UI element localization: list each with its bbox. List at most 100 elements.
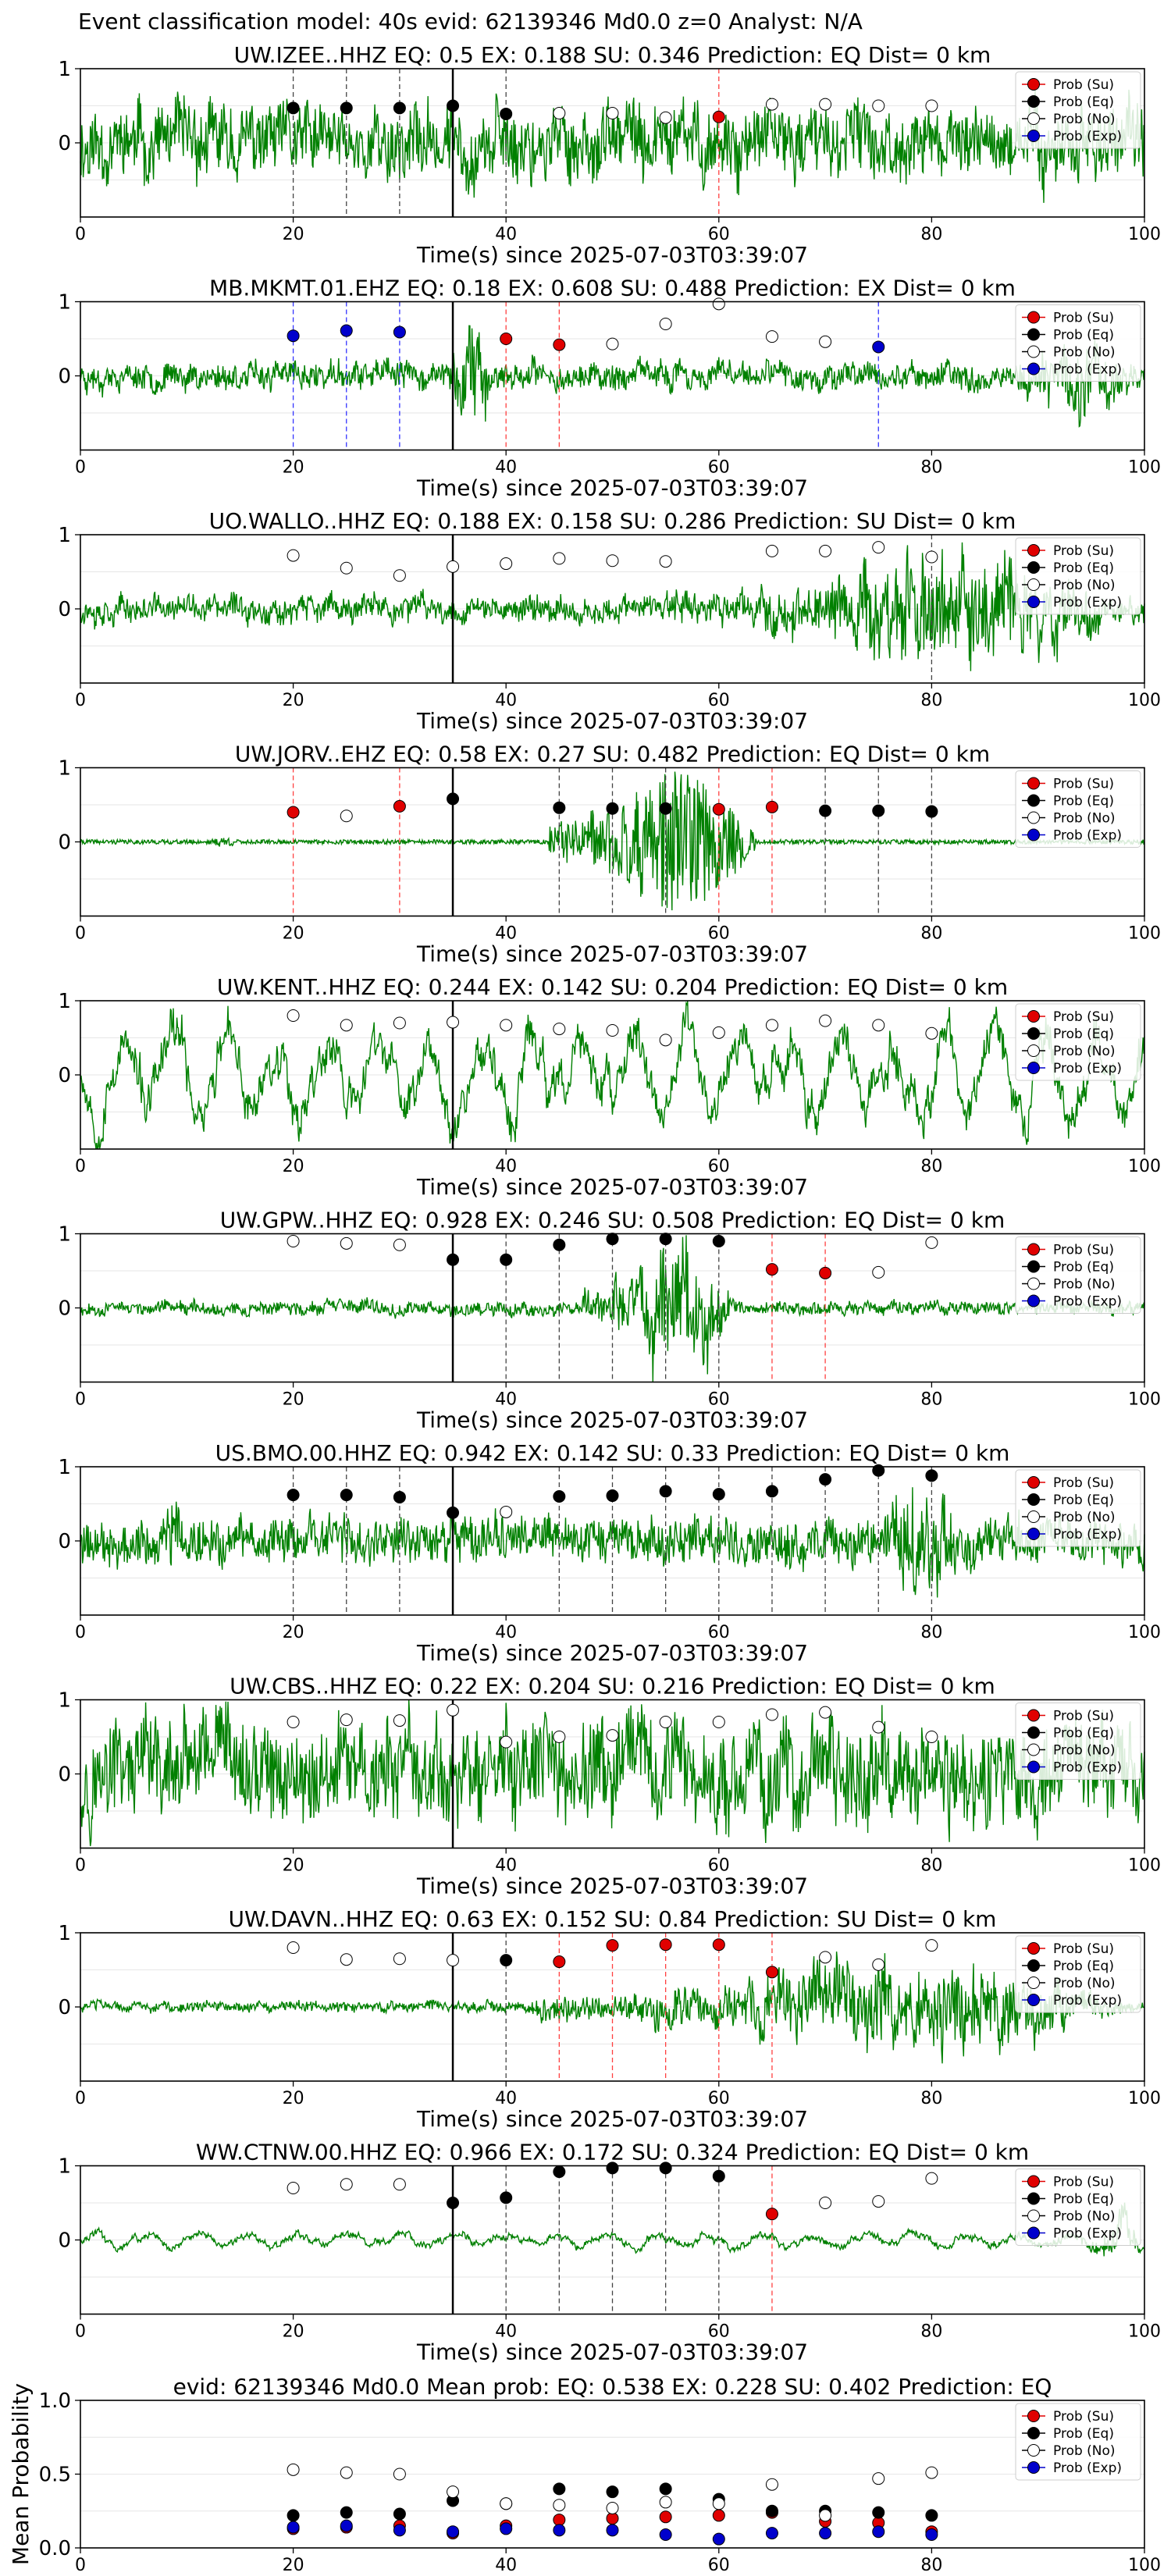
prob-marker-su: [819, 1266, 832, 1279]
legend-marker-no: [1027, 2209, 1040, 2222]
legend-marker-su: [1027, 1010, 1040, 1023]
x-tick-label: 60: [708, 225, 730, 244]
prob-marker-eq: [500, 2191, 513, 2204]
legend-label-su: Prob (Su): [1053, 777, 1114, 792]
x-tick-label: 100: [1128, 924, 1161, 944]
prob-marker-no: [393, 2178, 406, 2191]
prob-marker-eq: [500, 107, 513, 120]
mean-prob-marker-su: [712, 2509, 725, 2522]
legend-label-eq: Prob (Eq): [1053, 1493, 1114, 1508]
legend-label-su: Prob (Su): [1053, 2409, 1114, 2425]
prob-marker-no: [500, 1019, 513, 1032]
x-tick-label: 20: [283, 691, 304, 710]
legend-marker-eq: [1027, 2192, 1040, 2205]
panel-title: UW.GPW..HHZ EQ: 0.928 EX: 0.246 SU: 0.50…: [220, 1208, 1005, 1233]
legend-label-su: Prob (Su): [1053, 311, 1114, 326]
prob-marker-eq: [287, 101, 300, 115]
prob-marker-eq: [819, 1473, 832, 1486]
legend-label-eq: Prob (Eq): [1053, 2426, 1114, 2442]
x-tick-label: 60: [708, 1390, 730, 1410]
x-axis-label: Time(s) since 2025-07-03T03:39:07: [416, 708, 808, 734]
x-axis-label: Time(s) since 2025-07-03T03:39:07: [416, 475, 808, 501]
mean-prob-marker-exp: [819, 2527, 832, 2540]
prob-marker-eq: [712, 1235, 725, 1247]
x-axis-label: Time(s) since 2025-07-03T03:39:07: [416, 1407, 808, 1433]
prob-marker-eq: [340, 1489, 353, 1502]
prob-marker-eq: [393, 101, 406, 115]
x-tick-label: 100: [1128, 2322, 1161, 2342]
x-tick-label: 80: [920, 225, 942, 244]
prob-marker-su: [765, 1263, 778, 1276]
y-tick-label: 0.0: [39, 2537, 71, 2560]
legend-label-exp: Prob (Exp): [1053, 129, 1122, 144]
legend-box: [1015, 1236, 1141, 1314]
mean-prob-marker-exp: [606, 2524, 619, 2537]
prob-marker-no: [393, 1238, 406, 1251]
x-axis-label: Time(s) since 2025-07-03T03:39:07: [416, 2106, 808, 2132]
panel-title: UW.IZEE..HHZ EQ: 0.5 EX: 0.188 SU: 0.346…: [234, 42, 991, 68]
x-axis-label: Time(s) since 2025-07-03T03:39:07: [416, 1873, 808, 1899]
mean-prob-marker-no: [447, 2485, 460, 2499]
prob-marker-eq: [606, 2161, 619, 2175]
x-tick-label: 60: [708, 458, 730, 478]
panel-8: UW.CBS..HHZ EQ: 0.22 EX: 0.204 SU: 0.216…: [58, 1674, 1161, 1899]
y-tick-label: 1: [58, 524, 71, 547]
prob-marker-no: [606, 107, 619, 119]
legend-box: [1015, 1003, 1141, 1081]
prob-marker-exp: [393, 326, 406, 339]
legend-marker-eq: [1027, 1493, 1040, 1506]
legend-box: [1015, 770, 1141, 848]
legend-label-no: Prob (No): [1053, 1510, 1116, 1525]
legend-marker-eq: [1027, 328, 1040, 341]
x-tick-label: 40: [495, 2556, 517, 2575]
mean-prob-marker-exp: [765, 2527, 778, 2540]
prob-marker-no: [712, 297, 725, 311]
legend-box: [1015, 537, 1141, 615]
legend-marker-su: [1027, 1942, 1040, 1955]
mean-prob-marker-eq: [287, 2509, 300, 2522]
prob-marker-no: [819, 1951, 832, 1964]
legend-label-exp: Prob (Exp): [1053, 1294, 1122, 1310]
seismic-waveform: [80, 1699, 1145, 1847]
x-tick-label: 100: [1128, 1623, 1161, 1642]
panel-6: UW.GPW..HHZ EQ: 0.928 EX: 0.246 SU: 0.50…: [58, 1208, 1161, 1433]
x-tick-label: 60: [708, 924, 730, 944]
x-tick-label: 40: [495, 458, 517, 478]
mean-prob-marker-exp: [500, 2522, 513, 2535]
panel-10: WW.CTNW.00.HHZ EQ: 0.966 EX: 0.172 SU: 0…: [58, 2140, 1161, 2365]
prob-marker-no: [287, 1235, 300, 1247]
legend-label-exp: Prob (Exp): [1053, 828, 1122, 844]
prob-marker-no: [819, 1014, 832, 1027]
legend-marker-exp: [1027, 362, 1040, 375]
x-tick-label: 80: [920, 1390, 942, 1410]
y-tick-label: 0: [58, 1530, 71, 1553]
prob-marker-eq: [393, 1490, 406, 1503]
panel-title: UW.JORV..EHZ EQ: 0.58 EX: 0.27 SU: 0.482…: [235, 742, 990, 767]
y-tick-label: 1.0: [39, 2389, 71, 2413]
legend-label-eq: Prob (Eq): [1053, 1726, 1114, 1742]
legend-marker-su: [1027, 2410, 1040, 2422]
y-tick-label: 0: [58, 1996, 71, 2019]
prob-marker-no: [287, 549, 300, 562]
prob-marker-no: [765, 544, 778, 557]
legend-label-exp: Prob (Exp): [1053, 1760, 1122, 1776]
prob-marker-su: [765, 800, 778, 813]
legend-marker-eq: [1027, 1027, 1040, 1040]
panel-4: UW.JORV..EHZ EQ: 0.58 EX: 0.27 SU: 0.482…: [58, 742, 1161, 967]
prob-marker-su: [765, 2208, 778, 2221]
mean-prob-marker-no: [925, 2466, 938, 2479]
prob-marker-no: [287, 1009, 300, 1022]
y-tick-label: 1: [58, 291, 71, 315]
x-tick-label: 20: [283, 1856, 304, 1876]
prob-marker-no: [553, 1023, 566, 1036]
legend-box: [1015, 2403, 1141, 2481]
x-tick-label: 20: [283, 2089, 304, 2108]
legend-marker-exp: [1027, 828, 1040, 841]
mean-prob-marker-no: [659, 2496, 672, 2509]
x-axis-label: Time(s) since 2025-07-03T03:39:07: [416, 242, 808, 268]
legend-marker-no: [1027, 1743, 1040, 1756]
x-tick-label: 60: [708, 1856, 730, 1876]
legend-label-exp: Prob (Exp): [1053, 1993, 1122, 2008]
legend-marker-no: [1027, 2444, 1040, 2457]
prob-marker-su: [712, 802, 725, 816]
